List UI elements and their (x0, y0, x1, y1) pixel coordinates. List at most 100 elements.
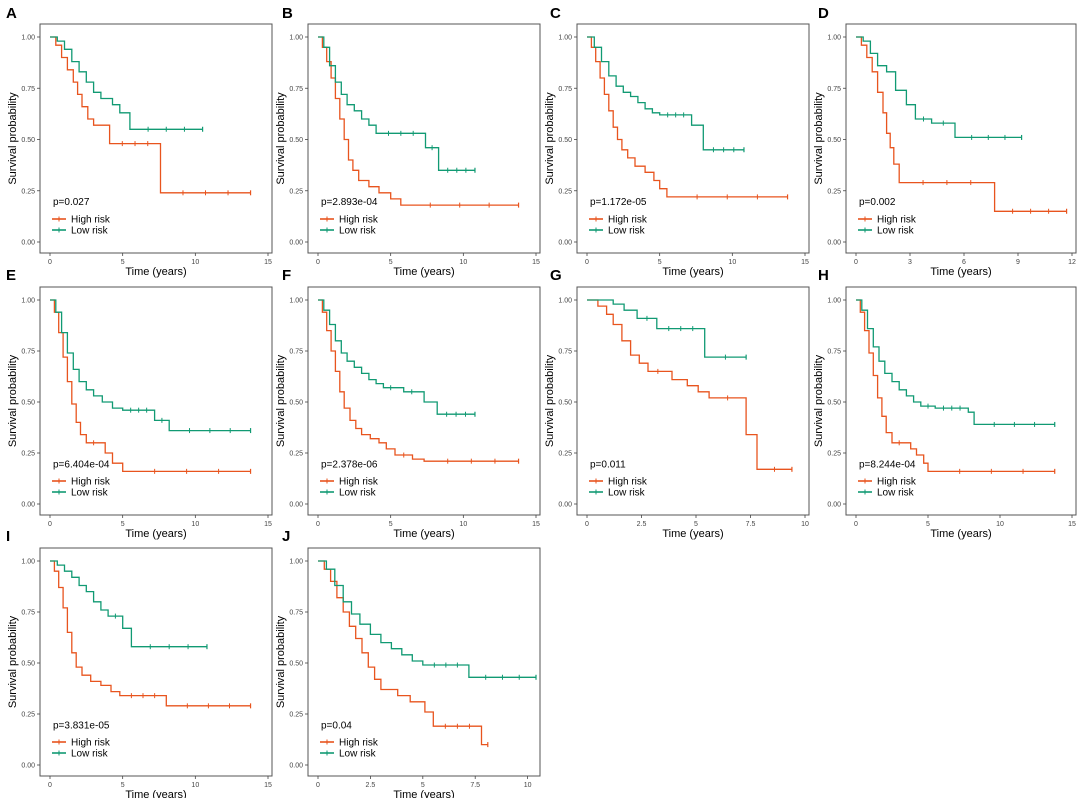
p-value: p=2.378e-06 (321, 459, 378, 470)
panel-letter: B (282, 5, 293, 22)
x-tick-label: 6 (962, 259, 966, 266)
panel-h: H 0.00 0.25 0.50 0.75 1.00 0 5 10 15 Time (years) S… (813, 267, 1077, 540)
low-risk-curve (318, 560, 536, 678)
panel-d: D 0.00 0.25 0.50 0.75 1.00 0 3 6 9 12 Time (years) S… (813, 5, 1077, 278)
panel-letter: E (6, 267, 16, 284)
y-tick-label: 1.00 (558, 298, 572, 305)
x-tick-label: 2.5 (366, 782, 376, 789)
p-value: p=0.002 (859, 197, 896, 208)
y-tick-label: 1.00 (21, 35, 35, 42)
x-tick-label: 0 (316, 521, 320, 528)
plot-frame (39, 286, 273, 516)
y-tick-label: 0.75 (289, 86, 303, 93)
p-value: p=0.027 (53, 197, 90, 208)
high-risk-curve (856, 36, 1067, 212)
x-tick-label: 7.5 (470, 782, 480, 789)
y-tick-label: 0.00 (21, 763, 35, 770)
y-tick-label: 1.00 (289, 559, 303, 566)
x-axis-title: Time (years) (393, 266, 454, 278)
panel-letter: G (550, 267, 562, 284)
x-tick-label: 3 (908, 259, 912, 266)
panel-f: F 0.00 0.25 0.50 0.75 1.00 0 5 10 15 Time (years) S… (275, 267, 541, 540)
y-tick-label: 0.50 (289, 661, 303, 668)
y-tick-label: 1.00 (827, 35, 841, 42)
panel-b: B 0.00 0.25 0.50 0.75 1.00 0 5 10 15 Time (years) S… (275, 5, 541, 278)
p-value: p=3.831e-05 (53, 720, 110, 731)
p-value: p=6.404e-04 (53, 459, 110, 470)
y-tick-label: 1.00 (289, 35, 303, 42)
x-axis-title: Time (years) (125, 266, 186, 278)
legend-low-risk-label: Low risk (339, 226, 377, 237)
y-tick-label: 0.00 (827, 240, 841, 247)
x-axis-title: Time (years) (930, 528, 991, 540)
legend-low-risk-label: Low risk (71, 488, 109, 499)
high-risk-curve (318, 299, 519, 462)
x-tick-label: 5 (694, 521, 698, 528)
high-risk-curve (50, 560, 251, 707)
low-risk-curve (856, 299, 1055, 426)
x-axis-title: Time (years) (662, 528, 723, 540)
panel-letter: I (6, 528, 10, 545)
y-tick-label: 0.75 (827, 349, 841, 356)
x-tick-label: 10 (191, 782, 199, 789)
x-tick-label: 10 (801, 521, 809, 528)
p-value: p=2.893e-04 (321, 197, 378, 208)
x-tick-label: 10 (459, 259, 467, 266)
x-tick-label: 5 (926, 521, 930, 528)
y-tick-label: 0.00 (289, 502, 303, 509)
x-tick-label: 15 (264, 521, 272, 528)
p-value: p=8.244e-04 (859, 459, 916, 470)
panel-letter: D (818, 5, 829, 22)
x-tick-label: 15 (264, 782, 272, 789)
x-tick-label: 5 (658, 259, 662, 266)
x-tick-label: 10 (191, 521, 199, 528)
x-tick-label: 10 (524, 782, 532, 789)
y-tick-label: 0.75 (558, 86, 572, 93)
x-tick-label: 0 (854, 521, 858, 528)
panel-letter: C (550, 5, 561, 22)
legend-high-risk-label: High risk (877, 477, 917, 488)
y-tick-label: 0.50 (827, 137, 841, 144)
x-tick-label: 15 (264, 259, 272, 266)
legend-high-risk-label: High risk (608, 477, 648, 488)
legend-low-risk-label: Low risk (877, 226, 915, 237)
legend-low-risk-label: Low risk (71, 226, 109, 237)
x-tick-label: 0 (316, 782, 320, 789)
x-axis-title: Time (years) (393, 789, 454, 798)
x-tick-label: 0 (48, 782, 52, 789)
x-tick-label: 12 (1068, 259, 1076, 266)
panel-g: G 0.00 0.25 0.50 0.75 1.00 0 2.5 5 7.5 10 Time (yea… (544, 267, 810, 540)
y-tick-label: 0.50 (827, 400, 841, 407)
x-axis-title: Time (years) (125, 789, 186, 798)
y-tick-label: 0.50 (21, 137, 35, 144)
x-tick-label: 15 (1068, 521, 1076, 528)
y-tick-label: 0.50 (21, 400, 35, 407)
y-axis-title: Survival probability (7, 354, 19, 447)
y-axis-title: Survival probability (275, 615, 287, 708)
x-axis-title: Time (years) (125, 528, 186, 540)
x-tick-label: 7.5 (746, 521, 756, 528)
low-risk-curve (587, 299, 747, 358)
x-tick-label: 15 (801, 259, 809, 266)
y-axis-title: Survival probability (544, 354, 556, 447)
p-value: p=0.04 (321, 720, 352, 731)
y-tick-label: 0.75 (558, 349, 572, 356)
low-risk-curve (587, 36, 744, 151)
y-tick-label: 0.25 (827, 188, 841, 195)
high-risk-curve (587, 299, 792, 470)
y-tick-label: 1.00 (558, 35, 572, 42)
legend-low-risk-label: Low risk (339, 749, 377, 760)
y-axis-title: Survival probability (813, 92, 825, 185)
low-risk-curve (50, 560, 207, 648)
legend-high-risk-label: High risk (71, 215, 111, 226)
x-tick-label: 5 (421, 782, 425, 789)
low-risk-curve (50, 36, 203, 130)
x-tick-label: 0 (48, 259, 52, 266)
y-tick-label: 1.00 (21, 298, 35, 305)
y-tick-label: 0.75 (289, 349, 303, 356)
panel-letter: J (282, 528, 290, 545)
legend-high-risk-label: High risk (608, 215, 648, 226)
high-risk-curve (856, 299, 1055, 473)
low-risk-curve (50, 299, 251, 432)
